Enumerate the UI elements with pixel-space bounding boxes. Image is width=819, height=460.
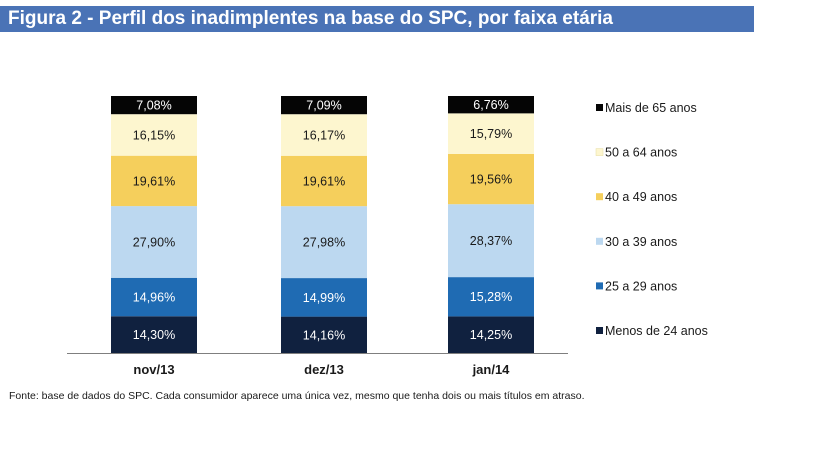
title-bar: Figura 2 - Perfil dos inadimplentes na b… — [0, 6, 754, 32]
bar-segment — [281, 316, 367, 353]
data-label: 19,61% — [133, 174, 175, 188]
bar-segment — [448, 277, 534, 317]
page-title: Figura 2 - Perfil dos inadimplentes na b… — [8, 8, 613, 29]
legend-swatch — [596, 282, 603, 290]
category-label: dez/13 — [304, 362, 344, 377]
legend-entry: 40 a 49 anos — [605, 190, 677, 204]
data-label: 14,25% — [470, 328, 512, 342]
data-label: 14,99% — [303, 291, 345, 305]
legend-entry: Mais de 65 anos — [605, 101, 697, 115]
data-label: 27,98% — [303, 236, 345, 250]
bar-segment — [281, 278, 367, 317]
legend-swatch — [596, 237, 603, 245]
bar-segment — [111, 114, 197, 156]
data-label: 28,37% — [470, 234, 512, 248]
bar-segment — [111, 316, 197, 353]
data-label: 19,56% — [470, 173, 512, 187]
legend-swatch — [596, 327, 603, 334]
bar-segment — [111, 206, 197, 278]
bar-segment — [281, 114, 367, 156]
bar-segment — [448, 204, 534, 278]
bar-segment — [281, 96, 367, 115]
data-label: 19,61% — [303, 174, 345, 188]
bar-segment — [448, 153, 534, 205]
legend-entry: 30 a 39 anos — [605, 235, 677, 249]
bar-segment — [111, 277, 197, 317]
source-note: Fonte: base de dados do SPC. Cada consum… — [9, 390, 585, 402]
data-label: 16,17% — [303, 128, 345, 142]
bar-segment — [448, 316, 534, 353]
data-label: 27,90% — [133, 235, 175, 249]
bar-segment — [448, 113, 534, 154]
legend-swatch — [595, 148, 604, 156]
data-label: 14,16% — [303, 328, 345, 342]
bar-segment — [111, 96, 197, 115]
bar-segment — [281, 206, 367, 279]
data-label: 14,96% — [133, 291, 175, 305]
bar-segment — [111, 155, 197, 207]
data-label: 15,28% — [470, 290, 512, 304]
data-label: 6,76% — [473, 98, 508, 112]
bar-segment — [448, 96, 534, 114]
legend-entry: 50 a 64 anos — [605, 146, 677, 160]
data-label: 16,15% — [133, 128, 175, 142]
data-label: 7,08% — [136, 99, 171, 113]
legend-entry: Menos de 24 anos — [605, 324, 708, 338]
data-label: 15,79% — [470, 127, 512, 141]
legend-swatch — [596, 193, 603, 201]
category-label: jan/14 — [472, 362, 511, 377]
data-label: 7,09% — [306, 99, 341, 113]
data-label: 14,30% — [133, 328, 175, 342]
legend-entry: 25 a 29 anos — [605, 279, 677, 293]
bar-segment — [281, 155, 367, 207]
category-label: nov/13 — [133, 362, 174, 377]
legend-swatch — [596, 104, 603, 111]
